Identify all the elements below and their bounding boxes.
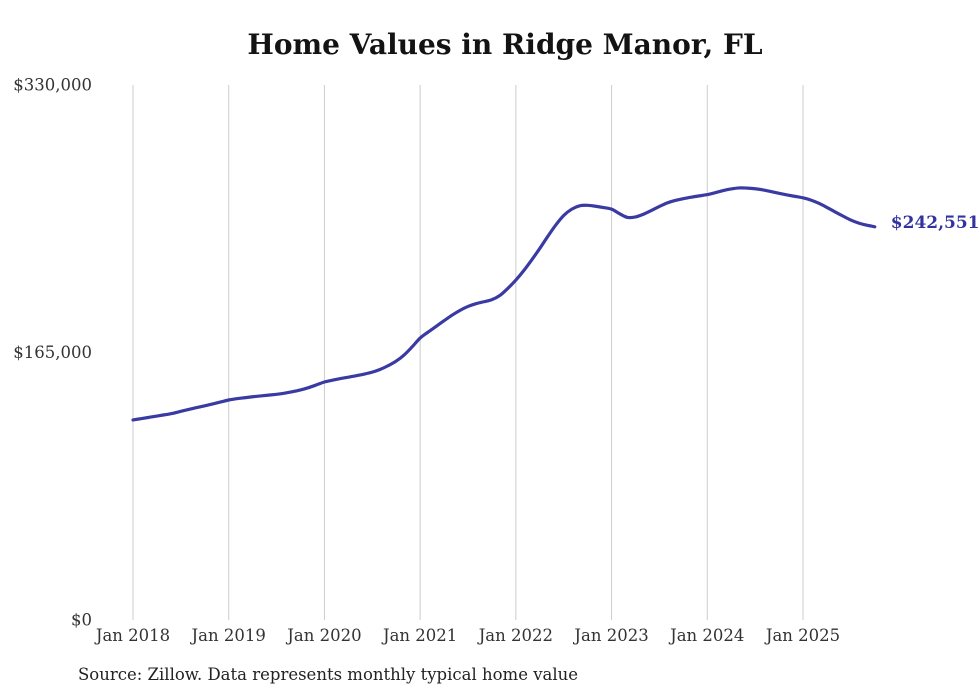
chart-title: Home Values in Ridge Manor, FL [247, 28, 763, 61]
latest-value-label: $242,551 [891, 213, 980, 233]
y-axis-label: $165,000 [13, 343, 92, 362]
x-axis-label: Jan 2018 [94, 626, 170, 645]
x-axis-label: Jan 2022 [477, 626, 553, 645]
x-axis-label: Jan 2025 [764, 626, 840, 645]
x-axis-label: Jan 2023 [572, 626, 648, 645]
y-axis-label: $330,000 [13, 76, 92, 95]
x-axis-label: Jan 2019 [190, 626, 266, 645]
source-note: Source: Zillow. Data represents monthly … [78, 665, 579, 684]
y-axis-label: $0 [71, 611, 92, 630]
x-axis-label: Jan 2024 [668, 626, 744, 645]
x-axis-label: Jan 2021 [381, 626, 457, 645]
home-value-line [131, 186, 877, 422]
x-axis-label: Jan 2020 [285, 626, 361, 645]
